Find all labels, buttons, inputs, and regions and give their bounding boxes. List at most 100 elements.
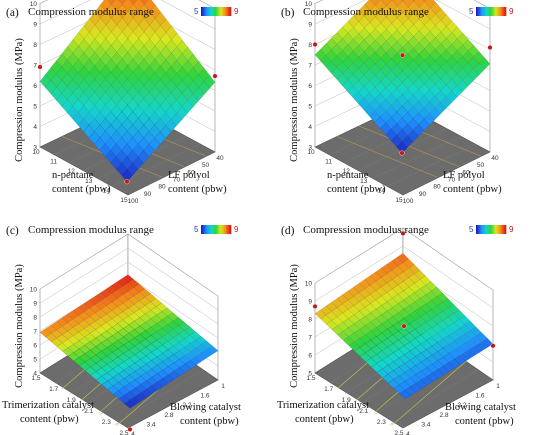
x-axis-title-line1: LF polyol bbox=[168, 170, 210, 181]
y-axis-title-line1: Trimerization catalyst bbox=[2, 400, 94, 411]
surface-cell bbox=[124, 399, 136, 409]
design-point bbox=[399, 150, 405, 156]
x-tick-label: 100 bbox=[403, 198, 414, 205]
wall-gridline bbox=[39, 0, 216, 30]
z-tick-label: 10 bbox=[305, 280, 313, 287]
x-tick-label: 2.8 bbox=[164, 412, 173, 419]
colorbar-swatch bbox=[202, 225, 204, 234]
colorbar-swatch bbox=[213, 7, 216, 16]
legend-max-label: 9 bbox=[234, 7, 239, 16]
colorbar-swatch bbox=[493, 7, 496, 16]
colorbar-swatch bbox=[223, 7, 226, 16]
x-tick-label: 60 bbox=[187, 169, 195, 176]
z-tick-label: 10 bbox=[30, 286, 38, 293]
colorbar-swatch bbox=[201, 225, 203, 234]
colorbar-swatch bbox=[217, 7, 219, 16]
colorbar-swatch bbox=[227, 225, 229, 234]
colorbar-swatch bbox=[482, 7, 484, 16]
x-tick-label: 70 bbox=[173, 177, 181, 184]
colorbar-swatch bbox=[483, 225, 486, 234]
colorbar-swatch bbox=[488, 7, 491, 16]
colorbar-swatch bbox=[499, 225, 502, 234]
colorbar-swatch bbox=[211, 7, 213, 16]
design-point bbox=[401, 323, 407, 329]
colorbar-swatch bbox=[203, 7, 206, 16]
colorbar bbox=[201, 225, 232, 234]
x-tick-label: 90 bbox=[144, 191, 152, 198]
colorbar-swatch bbox=[481, 7, 483, 16]
surface-cell bbox=[399, 389, 411, 400]
y-tick-label: 13 bbox=[85, 178, 93, 185]
y-tick-label: 2.5 bbox=[119, 430, 128, 435]
colorbar-swatch bbox=[224, 7, 227, 16]
floor-gridline bbox=[387, 143, 476, 187]
z-tick-label: 3 bbox=[308, 144, 312, 151]
colorbar-swatch bbox=[222, 225, 224, 234]
colorbar-swatch bbox=[501, 225, 503, 234]
floor-contour bbox=[358, 125, 460, 167]
x-axis-title-line1: LF polyol bbox=[443, 170, 485, 181]
floor-gridline bbox=[389, 369, 479, 425]
z-axis-title: Compression modulus (MPa) bbox=[14, 38, 25, 162]
x-tick-label: 40 bbox=[216, 155, 224, 162]
legend-min-label: 5 bbox=[469, 225, 474, 234]
y-tick-label: 12 bbox=[343, 168, 351, 175]
wall-gridline bbox=[314, 0, 491, 30]
colorbar-swatch bbox=[494, 225, 497, 234]
colorbar-swatch bbox=[214, 7, 217, 16]
colorbar-swatch bbox=[212, 7, 214, 16]
legend-max-label: 9 bbox=[509, 225, 514, 234]
design-point bbox=[124, 179, 130, 185]
colorbar-swatch bbox=[476, 7, 478, 16]
colorbar-swatch bbox=[479, 225, 482, 234]
x-axis-title-line2: content (pbw) bbox=[168, 184, 227, 195]
colorbar-swatch bbox=[219, 225, 222, 234]
panel-title: Compression modulus range bbox=[303, 224, 429, 236]
y-tick-label: 11 bbox=[325, 159, 332, 166]
panel-b: 3 4 5 6 7 8 9 10 10 11 12 13 14 15 100 90 80 70 60 50 40 Comp… bbox=[281, 0, 514, 205]
colorbar-swatch bbox=[486, 7, 488, 16]
colorbar-swatch bbox=[488, 225, 491, 234]
colorbar-swatch bbox=[487, 225, 489, 234]
y-axis-title-line2: content (pbw) bbox=[327, 184, 386, 195]
z-axis-title: Compression modulus (MPa) bbox=[289, 38, 300, 162]
colorbar bbox=[476, 225, 507, 234]
colorbar-swatch bbox=[504, 225, 507, 234]
colorbar-swatch bbox=[212, 225, 214, 234]
design-point bbox=[399, 52, 405, 58]
colorbar-swatch bbox=[491, 225, 493, 234]
z-tick-label: 9 bbox=[308, 21, 312, 28]
wall-gridline bbox=[314, 227, 494, 291]
colorbar-swatch bbox=[223, 225, 226, 234]
design-point bbox=[400, 230, 406, 236]
y-tick-label: 2.3 bbox=[377, 419, 386, 426]
z-tick-label: 9 bbox=[308, 298, 312, 305]
colorbar-swatch bbox=[491, 7, 493, 16]
colorbar-swatch bbox=[497, 225, 499, 234]
y-tick-label: 1.5 bbox=[31, 375, 40, 382]
z-tick-label: 4 bbox=[33, 370, 37, 377]
z-tick-label: 5 bbox=[308, 103, 312, 110]
wall-gridline bbox=[39, 233, 219, 297]
response-surface bbox=[39, 0, 216, 182]
floor-contour bbox=[391, 361, 467, 426]
z-tick-label: 5 bbox=[33, 103, 37, 110]
design-point bbox=[312, 42, 318, 48]
y-tick-label: 15 bbox=[395, 197, 403, 204]
panel-label: (c) bbox=[6, 225, 19, 237]
x-tick-label: 70 bbox=[448, 177, 456, 184]
colorbar-swatch bbox=[483, 7, 486, 16]
panel-label: (d) bbox=[281, 225, 295, 237]
z-tick-label: 8 bbox=[33, 314, 37, 321]
x-tick-label: 90 bbox=[419, 191, 427, 198]
z-tick-label: 4 bbox=[308, 124, 312, 131]
x-tick-label: 4 bbox=[131, 431, 135, 435]
colorbar-swatch bbox=[486, 225, 488, 234]
colorbar-swatch bbox=[217, 225, 219, 234]
y-tick-label: 10 bbox=[307, 149, 315, 156]
colorbar-swatch bbox=[208, 225, 211, 234]
z-tick-label: 9 bbox=[33, 300, 37, 307]
y-tick-label: 13 bbox=[360, 178, 368, 185]
